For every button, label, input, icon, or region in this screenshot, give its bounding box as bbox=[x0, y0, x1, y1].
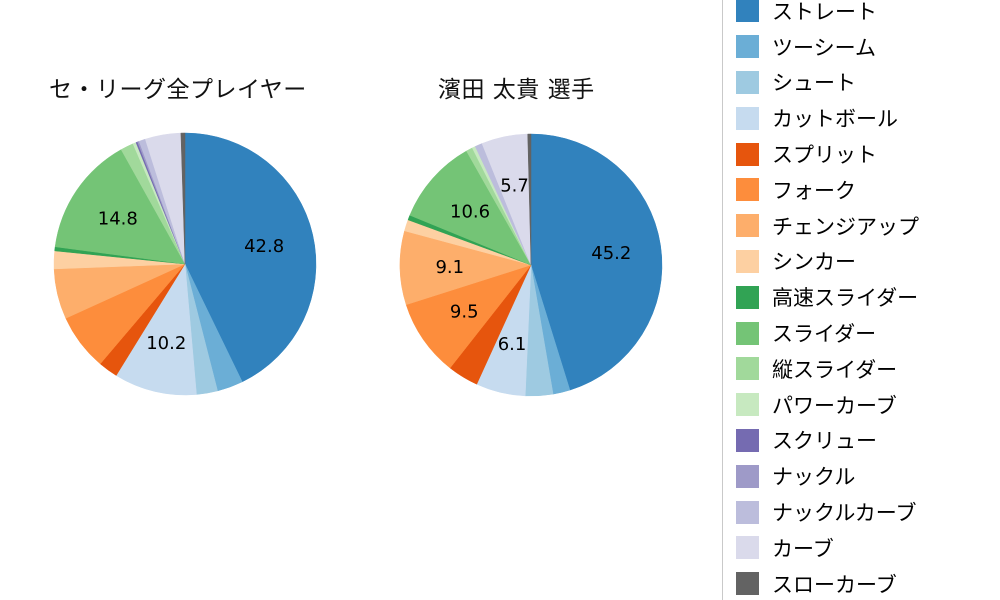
legend-item: ストレート bbox=[736, 0, 1000, 29]
legend-item: カットボール bbox=[736, 100, 1000, 136]
legend-label: パワーカーブ bbox=[772, 393, 897, 418]
legend-label: カーブ bbox=[772, 536, 834, 561]
legend-item: ツーシーム bbox=[736, 29, 1000, 65]
pie-value-label: 14.8 bbox=[98, 208, 138, 229]
legend-swatch-icon bbox=[736, 321, 759, 345]
legend-item: チェンジアップ bbox=[736, 208, 1000, 244]
pie-slice bbox=[184, 132, 317, 383]
legend-swatch-icon bbox=[736, 572, 759, 596]
pie-slice bbox=[409, 150, 532, 266]
legend-label: ナックルカーブ bbox=[772, 501, 917, 526]
legend-item: スクリュー bbox=[736, 423, 1000, 459]
legend-swatch-icon bbox=[736, 35, 759, 59]
pie-value-label: 9.5 bbox=[450, 301, 479, 322]
chart-title-player: 濱田 太貴 選手 bbox=[438, 77, 595, 103]
legend-label: シュート bbox=[772, 71, 856, 96]
pie-slice bbox=[527, 133, 532, 266]
legend-swatch-icon bbox=[736, 464, 759, 488]
legend-label: シンカー bbox=[772, 250, 856, 275]
legend-label: スライダー bbox=[772, 322, 877, 347]
legend-swatch-icon bbox=[736, 0, 759, 23]
legend-label: スローカーブ bbox=[772, 572, 897, 597]
legend-item: シュート bbox=[736, 65, 1000, 101]
legend-swatch-icon bbox=[736, 142, 759, 166]
legend-item: ナックルカーブ bbox=[736, 494, 1000, 530]
legend-label: カットボール bbox=[772, 107, 898, 132]
chart-title-league: セ・リーグ全プレイヤー bbox=[49, 77, 307, 103]
pie-value-label: 5.7 bbox=[500, 175, 529, 196]
pie-slice bbox=[180, 132, 186, 265]
legend-swatch-icon bbox=[736, 285, 759, 309]
pie-chart-league: 42.8 10.2 14.8 bbox=[53, 132, 317, 396]
legend-swatch-icon bbox=[736, 500, 759, 524]
legend-item: フォーク bbox=[736, 172, 1000, 208]
legend-label: チェンジアップ bbox=[772, 214, 919, 239]
legend-item: カーブ bbox=[736, 530, 1000, 566]
legend-label: フォーク bbox=[772, 178, 856, 203]
legend-swatch-icon bbox=[736, 536, 759, 560]
pie-chart-player: 45.2 6.1 9.5 9.1 10.6 5.7 bbox=[399, 133, 663, 397]
legend-swatch-icon bbox=[736, 428, 759, 452]
legend-swatch-icon bbox=[736, 249, 759, 273]
pie-value-label: 45.2 bbox=[591, 243, 631, 264]
legend-item: 高速スライダー bbox=[736, 279, 1000, 315]
legend-item: パワーカーブ bbox=[736, 387, 1000, 423]
legend-item: スプリット bbox=[736, 136, 1000, 172]
legend: ストレートツーシームシュートカットボール スプリットフォークチェンジアップ シンカー… bbox=[722, 0, 1000, 600]
pie-value-label: 6.1 bbox=[498, 334, 527, 355]
legend-swatch-icon bbox=[736, 393, 759, 417]
legend-label: ナックル bbox=[772, 465, 856, 490]
legend-item: 縦スライダー bbox=[736, 351, 1000, 387]
legend-swatch-icon bbox=[736, 214, 759, 238]
legend-swatch-icon bbox=[736, 70, 759, 94]
pie-value-label: 10.6 bbox=[450, 201, 490, 222]
pie-slice bbox=[530, 133, 663, 391]
pie-value-label: 9.1 bbox=[435, 257, 464, 278]
legend-label: ストレート bbox=[772, 0, 877, 24]
pie-slice bbox=[405, 264, 532, 369]
pie-value-label: 42.8 bbox=[244, 236, 284, 257]
pie-value-label: 10.2 bbox=[146, 333, 186, 354]
pie-slice bbox=[54, 149, 186, 265]
legend-swatch-icon bbox=[736, 106, 759, 130]
legend-label: 縦スライダー bbox=[772, 357, 898, 382]
legend-label: ツーシーム bbox=[772, 35, 876, 60]
legend-item: スローカーブ bbox=[736, 566, 1000, 600]
legend-swatch-icon bbox=[736, 357, 759, 381]
legend-item: ナックル bbox=[736, 458, 1000, 494]
legend-swatch-icon bbox=[736, 178, 759, 202]
pie-slice bbox=[115, 263, 197, 396]
legend-label: スクリュー bbox=[772, 429, 877, 454]
legend-item: シンカー bbox=[736, 244, 1000, 280]
legend-label: スプリット bbox=[772, 143, 877, 168]
legend-label: 高速スライダー bbox=[772, 286, 919, 311]
legend-item: スライダー bbox=[736, 315, 1000, 351]
